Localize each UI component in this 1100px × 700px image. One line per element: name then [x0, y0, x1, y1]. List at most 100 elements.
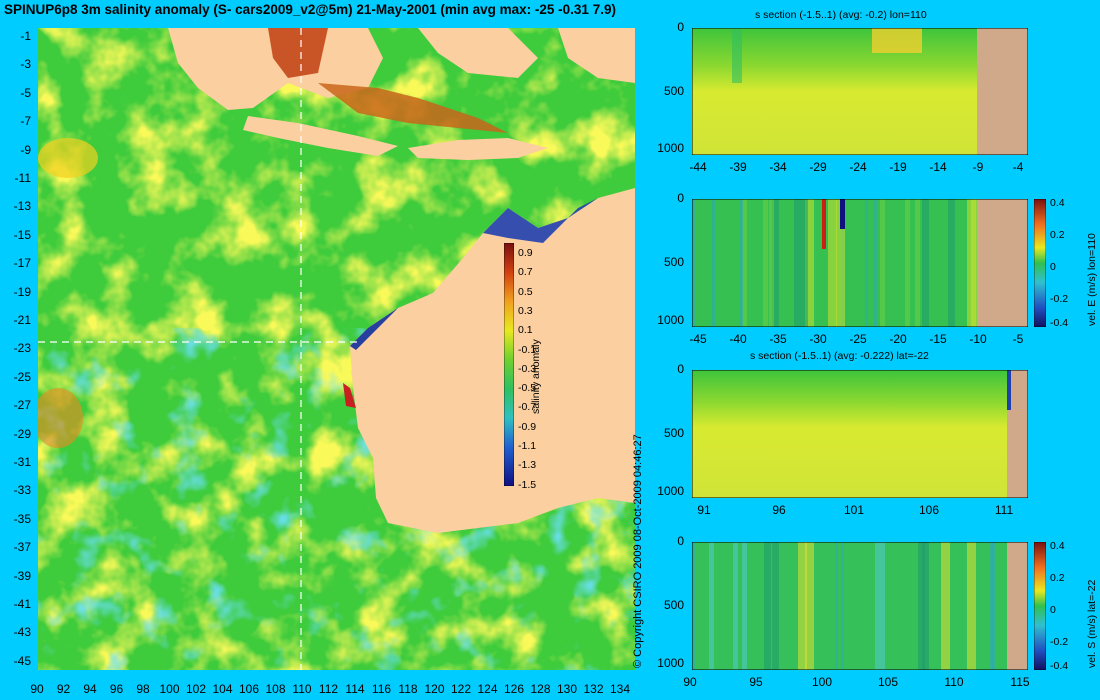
lon-tick-label: 122: [450, 682, 472, 696]
velocity-stripe: [742, 542, 747, 670]
panel2-plot: [692, 199, 1028, 327]
x-tick-label: 100: [811, 675, 833, 689]
lon-tick-label: 132: [583, 682, 604, 696]
lat-tick-label: -31: [13, 455, 31, 469]
lat-tick-label: -11: [14, 171, 31, 185]
velocity-stripe: [740, 199, 743, 327]
x-tick-label: 111: [994, 503, 1014, 517]
lat-tick-label: -35: [13, 511, 31, 526]
lat-tick-label: -23: [13, 341, 31, 356]
lat-tick-label: -9: [20, 142, 31, 157]
colorbar-tick-label: -0.7: [518, 401, 537, 414]
velocity-stripe: [805, 542, 814, 670]
x-tick-label: -45: [689, 332, 707, 346]
x-tick-label: 96: [772, 503, 786, 517]
lon-tick-label: 124: [477, 682, 498, 696]
lon-tick-label: 118: [398, 682, 418, 696]
lon-tick-label: 128: [530, 682, 551, 696]
velocity-stripe: [922, 542, 929, 670]
colorbar-tick-label: -1.5: [518, 478, 537, 491]
colorbar-tick-label: -0.1: [518, 343, 537, 356]
x-tick-label: 91: [697, 503, 711, 517]
lon-tick-label: 134: [609, 682, 631, 696]
vel-colorbar-tick-label: -0.2: [1050, 293, 1069, 305]
lon-tick-label: 94: [83, 682, 97, 696]
lat-tick-label: -1: [20, 29, 31, 43]
lon-tick-label: 98: [136, 682, 150, 696]
x-tick-label: 110: [944, 675, 964, 689]
velocity-stripe: [918, 542, 925, 670]
x-tick-label: -34: [769, 160, 787, 174]
velocity-stripe: [880, 199, 885, 327]
lon-tick-label: 130: [556, 682, 578, 696]
lat-tick-label: -29: [13, 426, 31, 441]
panel4-colorbar: [1034, 542, 1046, 670]
lon-tick-label: 108: [265, 682, 286, 696]
lat-tick-label: -3: [20, 57, 31, 72]
vel-colorbar-tick-label: -0.4: [1050, 317, 1069, 329]
x-tick-label: -9: [972, 160, 984, 174]
velocity-stripe: [841, 542, 844, 670]
depth-tick-label: 0: [677, 534, 684, 548]
lat-tick-label: -45: [13, 653, 31, 668]
lon-tick-label: 92: [56, 682, 71, 696]
colorbar-tick-label: -1.3: [518, 459, 537, 472]
velocity-stripe: [769, 199, 774, 327]
colorbar-tick-label: -1.1: [518, 440, 537, 452]
velocity-stripe: [967, 542, 976, 670]
panel2-colorbar: [1034, 199, 1046, 327]
lat-tick-label: -13: [13, 199, 31, 214]
depth-tick-label: 0: [677, 191, 684, 205]
vel-colorbar-tick-label: 0.2: [1050, 229, 1065, 241]
lon-tick-label: 90: [30, 682, 44, 696]
colorbar-tick-label: 0.9: [518, 247, 533, 259]
page-title: SPINUP6p8 3m salinity anomaly (S- cars20…: [4, 2, 616, 17]
lon-tick-label: 126: [503, 682, 525, 696]
velocity-stripe: [798, 542, 807, 670]
velocity-stripe: [915, 199, 920, 327]
depth-tick-label: 500: [663, 426, 684, 440]
depth-tick-label: 500: [663, 598, 684, 612]
lon-tick-label: 120: [424, 682, 445, 696]
x-tick-label: -29: [809, 160, 827, 174]
salinity-map: [38, 28, 635, 670]
x-tick-label: -15: [929, 332, 947, 346]
colorbar-tick-label: -0.5: [518, 382, 537, 395]
velocity-stripe: [922, 199, 929, 327]
velocity-stripe: [692, 199, 695, 327]
panel1-title: s section (-1.5..1) (avg: -0.2) lon=110: [755, 9, 927, 21]
panel4-colorbar-label: vel. S (m/s) lat=-22: [1086, 579, 1098, 668]
x-tick-label: 101: [843, 503, 865, 517]
lat-tick-label: -17: [13, 256, 31, 271]
velocity-stripe: [835, 542, 838, 670]
vel-colorbar-tick-label: 0: [1050, 261, 1056, 273]
copyright-text: © Copyright CSIRO 2009 08-Oct-2009 04:46…: [632, 434, 644, 668]
lat-tick-label: -5: [20, 85, 31, 100]
lon-tick-label: 114: [345, 682, 365, 696]
lat-tick-label: -37: [13, 540, 31, 555]
velocity-stripe: [875, 542, 880, 670]
depth-tick-label: 1000: [657, 656, 684, 670]
vel-colorbar-tick-label: 0: [1050, 604, 1056, 616]
lat-tick-label: -19: [13, 284, 31, 299]
vel-colorbar-tick-label: 0.2: [1050, 572, 1065, 584]
velocity-stripe: [941, 542, 950, 670]
velocity-stripe: [712, 199, 715, 327]
lon-tick-label: 104: [212, 682, 233, 696]
lat-tick-label: -21: [13, 313, 31, 327]
velocity-stripe: [805, 199, 814, 327]
depth-tick-label: 500: [663, 255, 684, 269]
lat-tick-label: -7: [20, 114, 31, 129]
panel2-colorbar-label: vel. E (m/s) lon=110: [1086, 233, 1098, 326]
velocity-stripe: [801, 199, 808, 327]
x-tick-label: 115: [1010, 675, 1030, 689]
lat-tick-label: -25: [13, 369, 31, 384]
panel3-plot: [692, 370, 1028, 498]
x-tick-label: -39: [729, 160, 747, 174]
x-tick-label: -20: [889, 332, 907, 346]
velocity-stripe: [733, 542, 738, 670]
velocity-stripe: [880, 542, 885, 670]
vel-colorbar-tick-label: -0.4: [1050, 660, 1069, 672]
velocity-stripe: [772, 542, 779, 670]
map-colorbar: [504, 243, 514, 486]
